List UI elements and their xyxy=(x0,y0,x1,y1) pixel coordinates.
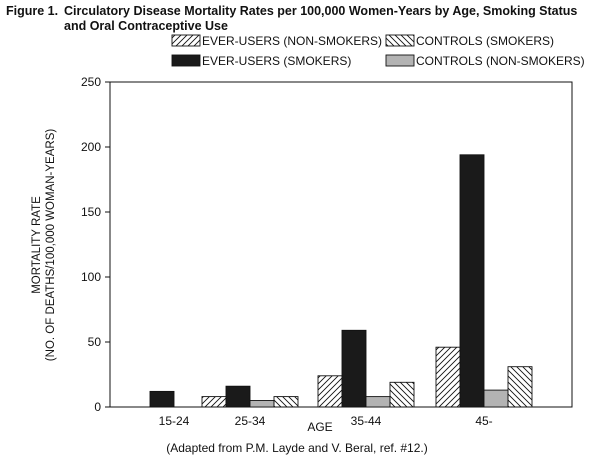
plot-area-frame xyxy=(109,81,573,408)
bar xyxy=(149,390,175,408)
bars xyxy=(149,154,533,408)
bar xyxy=(389,381,415,408)
legend-label: EVER-USERS (NON-SMOKERS) xyxy=(202,34,382,48)
legend-label: CONTROLS (SMOKERS) xyxy=(416,34,554,48)
y-axis: 0 50 100 150 200 250 xyxy=(81,75,110,414)
x-axis: 15-24 25-34 35-44 45- xyxy=(159,414,493,428)
x-tick-label: 45- xyxy=(475,414,492,428)
y-tick-label: 250 xyxy=(81,75,101,89)
y-tick-label: 0 xyxy=(94,400,101,414)
bar xyxy=(273,396,299,408)
x-tick-label: 35-44 xyxy=(351,414,382,428)
y-tick-label: 150 xyxy=(81,205,101,219)
bar xyxy=(483,389,509,408)
chart-title: Circulatory Disease Mortality Rates per … xyxy=(64,4,578,33)
x-tick-label: 15-24 xyxy=(159,414,190,428)
bar xyxy=(201,396,227,408)
legend-swatch xyxy=(171,54,201,67)
bar xyxy=(507,366,533,408)
bar xyxy=(365,396,391,408)
figure-label: Figure 1. xyxy=(6,4,59,18)
y-axis-label-line1: MORTALITY RATE xyxy=(31,196,43,294)
x-axis-label: AGE xyxy=(307,420,332,434)
bar xyxy=(341,329,367,408)
y-tick-label: 200 xyxy=(81,140,101,154)
legend-label: CONTROLS (NON-SMOKERS) xyxy=(416,54,585,68)
bar xyxy=(459,154,485,408)
x-tick-label: 25-34 xyxy=(235,414,266,428)
y-tick-label: 50 xyxy=(88,335,102,349)
bar xyxy=(435,346,461,408)
legend-swatch xyxy=(171,34,201,47)
legend: EVER-USERS (NON-SMOKERS) CONTROLS (SMOKER… xyxy=(171,34,585,68)
legend-swatch xyxy=(385,34,415,47)
y-axis-label-line2: (NO. OF DEATHS/100,000 WOMAN-YEARS) xyxy=(45,129,57,362)
bar xyxy=(225,385,251,408)
source-note: (Adapted from P.M. Layde and V. Beral, r… xyxy=(166,441,428,455)
bar xyxy=(249,400,275,408)
legend-label: EVER-USERS (SMOKERS) xyxy=(202,54,351,68)
legend-swatch xyxy=(385,54,415,67)
bar xyxy=(317,375,343,408)
y-tick-label: 100 xyxy=(81,270,101,284)
